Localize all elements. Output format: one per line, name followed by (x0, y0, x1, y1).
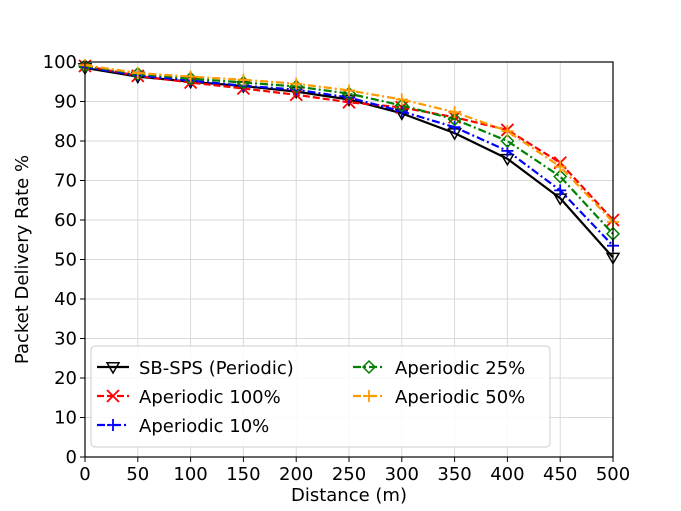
data-point-aperiodic-10 (448, 121, 461, 134)
data-point-aperiodic-25 (553, 169, 568, 184)
data-point-aperiodic-50 (131, 67, 144, 80)
data-point-aperiodic-25 (447, 112, 462, 127)
x-tick-label: 400 (490, 464, 524, 485)
data-point-aperiodic-50 (501, 125, 514, 138)
data-point-aperiodic-25 (394, 98, 409, 113)
y-tick-label: 20 (54, 368, 77, 389)
legend: SB-SPS (Periodic) Aperiodic 100% Aperiodic… (90, 345, 551, 448)
legend-swatch-marker (361, 359, 377, 375)
data-point-aperiodic-50 (237, 73, 250, 86)
data-point-aperiodic-50 (395, 93, 408, 106)
data-point-aperiodic-50 (448, 106, 461, 119)
data-point-aperiodic-25 (500, 133, 515, 149)
axis-ticks: 0 50 100 150 200 250 300 350 400 450 500 0 10 20 30 40 5… (43, 52, 631, 485)
legend-entry-aperiodic-50: Aperiodic 50% (353, 387, 525, 408)
legend-entry-aperiodic-25: Aperiodic 25% (353, 358, 525, 379)
y-tick-label: 60 (54, 210, 77, 231)
x-tick-label: 0 (79, 464, 90, 485)
legend-label: Aperiodic 50% (395, 387, 525, 408)
series-line-aperiodic-50 (84, 64, 614, 223)
legend-box (90, 345, 551, 448)
data-point-aperiodic-50 (290, 77, 303, 90)
y-tick-label: 80 (54, 131, 77, 152)
legend-entry-aperiodic-10: Aperiodic 10% (97, 416, 269, 437)
legend-entry-sb-sps-periodic: SB-SPS (Periodic) (97, 358, 294, 379)
legend-label: Aperiodic 25% (395, 358, 525, 379)
data-point-aperiodic-50 (184, 70, 197, 83)
x-tick-label: 300 (385, 464, 419, 485)
x-tick-label: 500 (596, 464, 630, 485)
legend-label: SB-SPS (Periodic) (139, 358, 294, 379)
series-line-aperiodic-10 (84, 66, 614, 247)
y-tick-label: 30 (54, 329, 77, 350)
y-tick-label: 50 (54, 250, 77, 271)
x-tick-label: 200 (279, 464, 313, 485)
y-tick-label: 0 (66, 447, 77, 468)
x-tick-label: 100 (173, 464, 207, 485)
legend-swatch-marker (107, 419, 119, 431)
legend-swatch-marker (363, 390, 375, 402)
y-axis-label: Packet Delivery Rate % (12, 155, 33, 364)
x-tick-label: 150 (226, 464, 260, 485)
data-point-aperiodic-25 (341, 86, 357, 101)
legend-swatch-marker (106, 389, 120, 403)
y-tick-label: 10 (54, 408, 77, 429)
legend-label: Aperiodic 10% (139, 416, 269, 437)
x-axis-label: Distance (m) (291, 485, 407, 506)
legend-label: Aperiodic 100% (139, 387, 281, 408)
x-tick-label: 50 (126, 464, 149, 485)
series-lines (77, 58, 621, 266)
y-tick-label: 40 (54, 289, 77, 310)
series-line-aperiodic-25 (84, 64, 614, 235)
x-tick-label: 250 (332, 464, 366, 485)
data-point-aperiodic-10 (554, 184, 567, 197)
x-tick-label: 350 (437, 464, 471, 485)
legend-entry-aperiodic-100: Aperiodic 100% (97, 387, 281, 408)
data-point-aperiodic-50 (554, 160, 567, 173)
y-tick-label: 100 (43, 52, 77, 73)
x-tick-label: 450 (543, 464, 577, 485)
y-tick-label: 70 (54, 171, 77, 192)
legend-swatch-marker (105, 362, 121, 375)
data-point-aperiodic-50 (343, 84, 355, 97)
y-tick-label: 90 (54, 92, 77, 113)
